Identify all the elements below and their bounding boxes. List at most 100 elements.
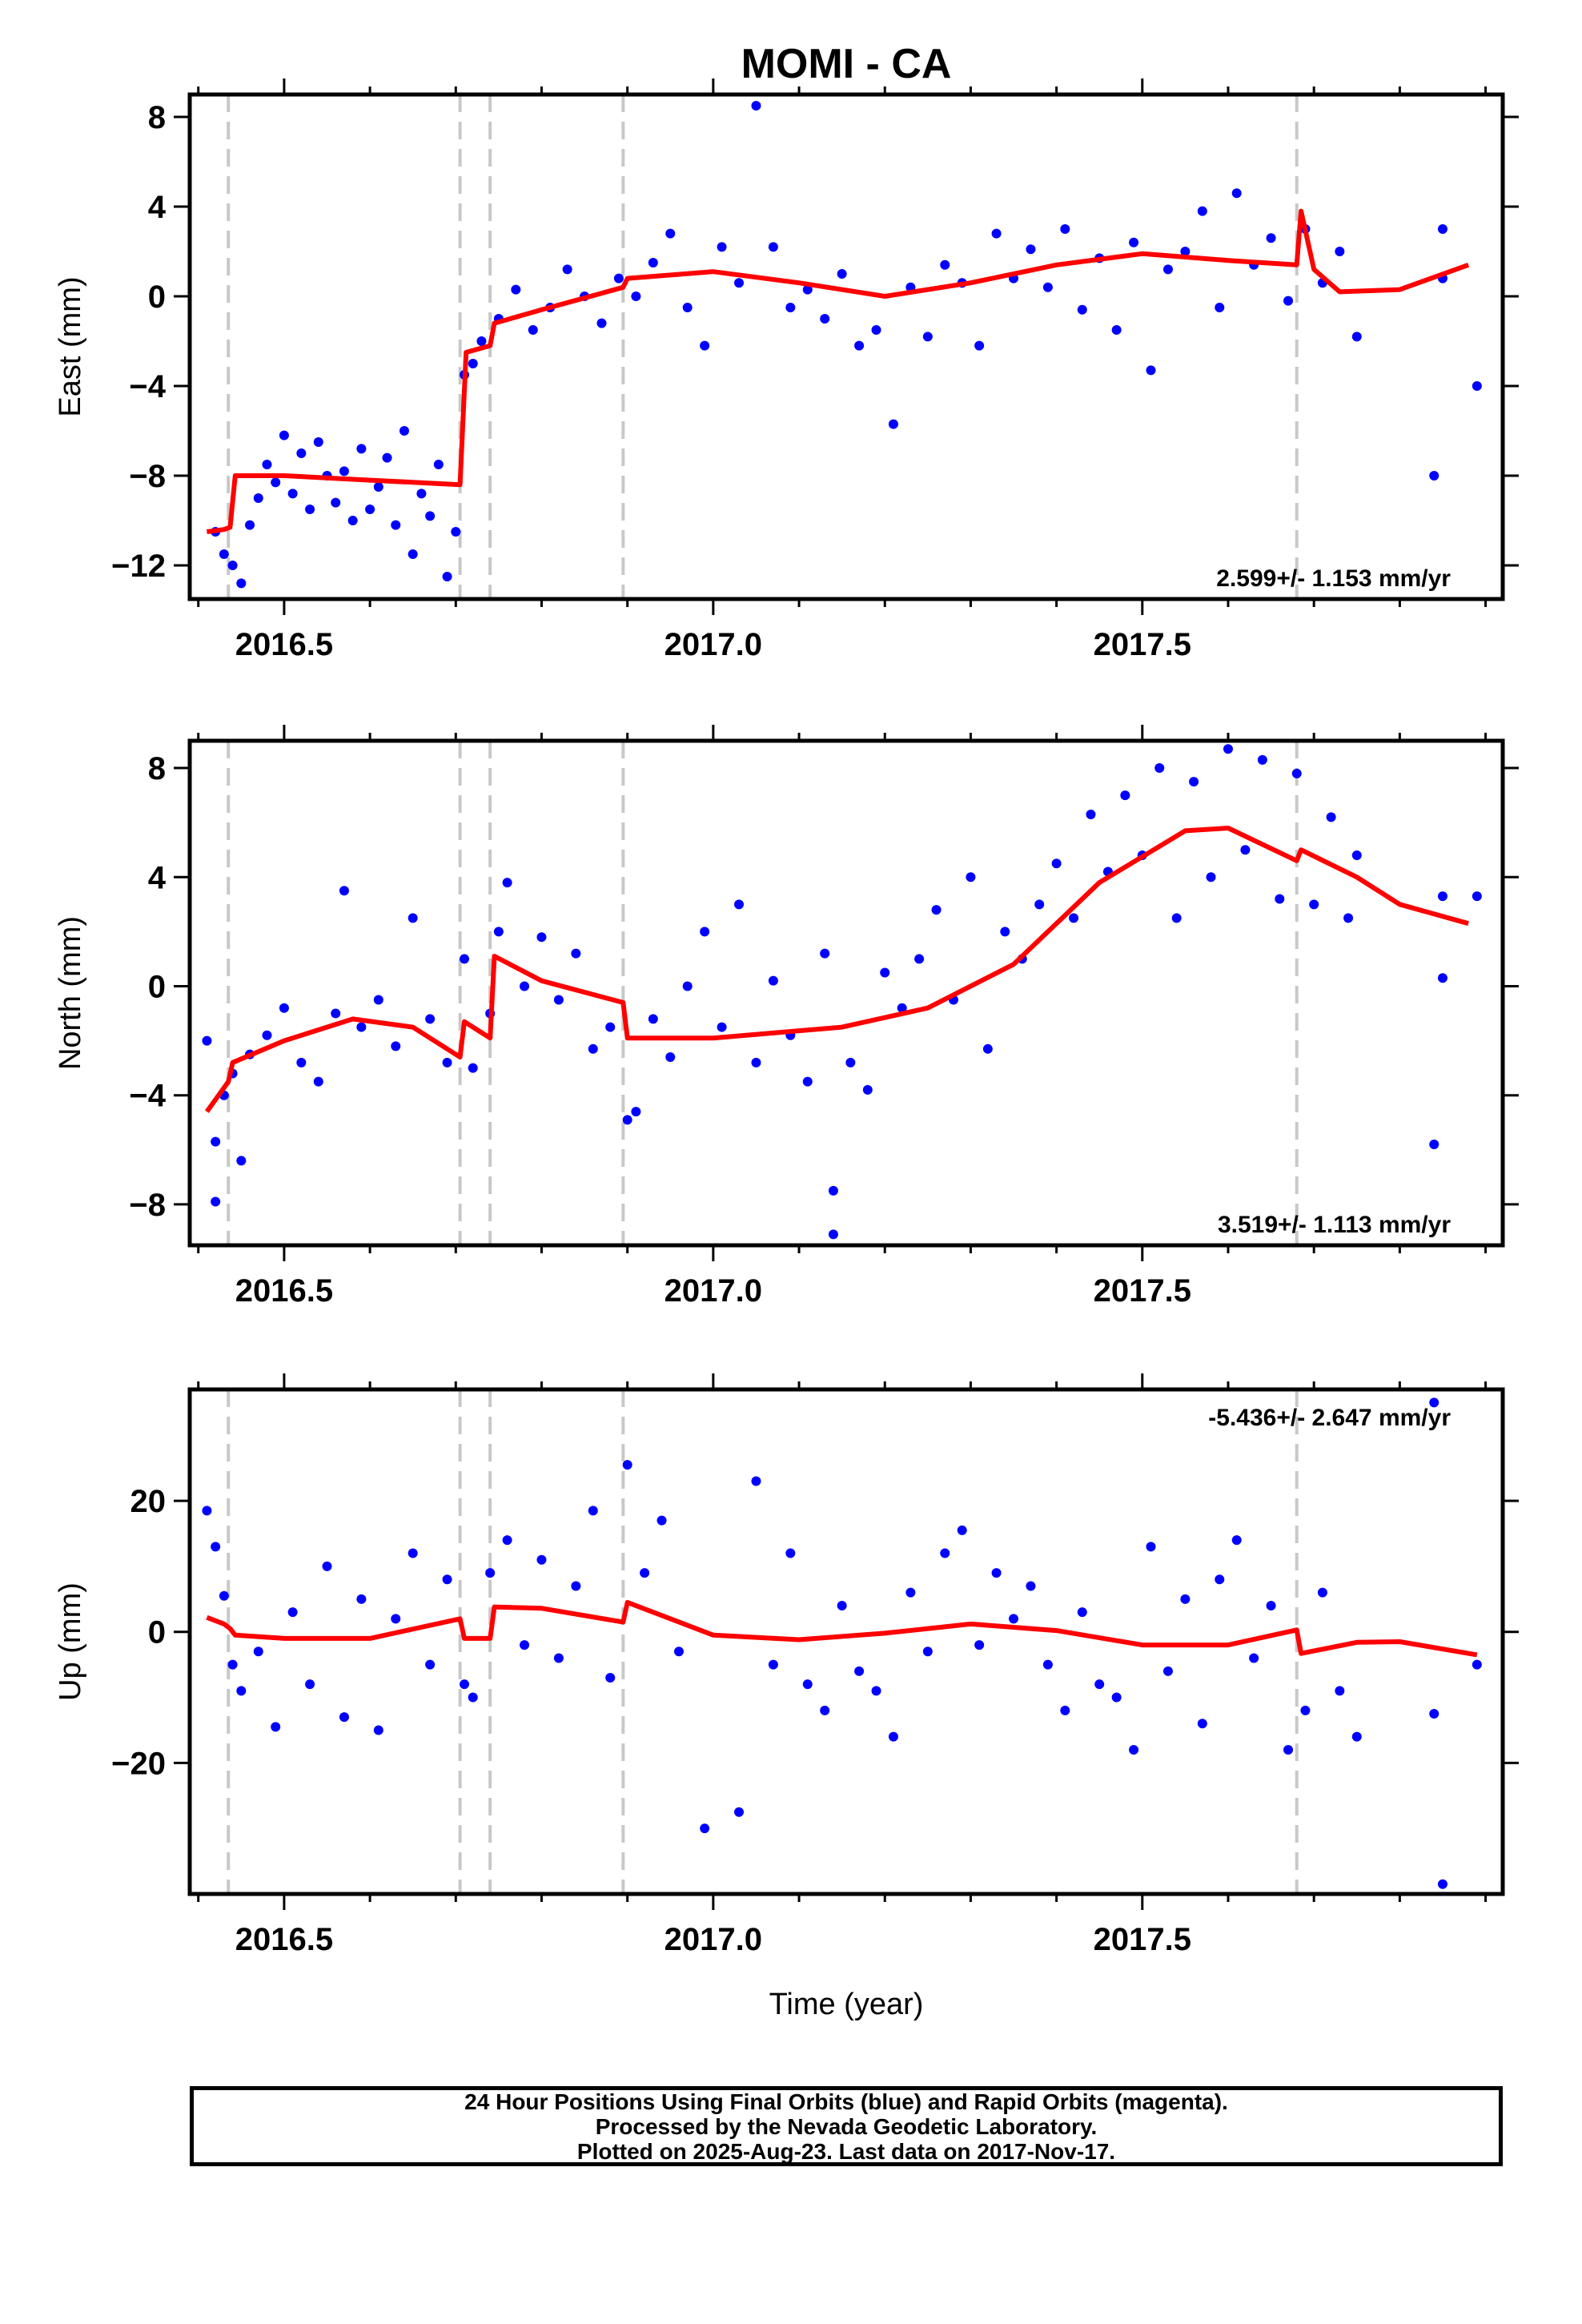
data-point bbox=[279, 1003, 289, 1013]
data-point bbox=[1309, 899, 1319, 910]
data-point bbox=[1094, 1679, 1105, 1690]
y-tick-label: −8 bbox=[129, 1188, 166, 1223]
data-point bbox=[1437, 224, 1447, 234]
data-point bbox=[931, 905, 942, 915]
data-point bbox=[399, 426, 409, 436]
data-point bbox=[682, 303, 693, 312]
data-point bbox=[271, 477, 281, 488]
data-point bbox=[1069, 913, 1079, 923]
footer-line-1: 24 Hour Positions Using Final Orbits (bl… bbox=[464, 2089, 1228, 2114]
data-point bbox=[1189, 777, 1199, 787]
data-point bbox=[940, 1548, 950, 1558]
y-tick-label: 8 bbox=[148, 751, 166, 786]
data-point bbox=[451, 527, 461, 537]
data-point bbox=[339, 886, 349, 896]
data-point bbox=[1283, 1745, 1294, 1755]
data-point bbox=[339, 466, 349, 476]
data-point bbox=[734, 278, 745, 288]
x-tick-label: 2016.5 bbox=[235, 627, 333, 662]
data-point bbox=[1215, 1574, 1225, 1585]
data-point bbox=[588, 1506, 598, 1516]
data-point bbox=[262, 1030, 272, 1040]
data-point bbox=[339, 1712, 349, 1723]
data-point bbox=[287, 489, 298, 499]
data-point bbox=[1180, 1594, 1191, 1604]
data-point bbox=[605, 1673, 616, 1683]
data-point bbox=[1223, 744, 1233, 754]
data-point bbox=[520, 981, 530, 991]
data-point bbox=[1257, 754, 1267, 765]
data-point bbox=[785, 303, 796, 312]
data-point bbox=[605, 1022, 616, 1032]
data-point bbox=[665, 228, 676, 239]
y-tick-label: 20 bbox=[130, 1484, 167, 1519]
data-point bbox=[1060, 1705, 1070, 1715]
data-point bbox=[1171, 913, 1182, 923]
data-point bbox=[331, 497, 341, 508]
data-point bbox=[1215, 303, 1225, 312]
data-point bbox=[416, 489, 427, 499]
data-point bbox=[1120, 790, 1130, 801]
plot-frame bbox=[187, 92, 1505, 601]
data-point bbox=[1429, 471, 1439, 480]
data-point bbox=[700, 927, 710, 937]
data-point bbox=[476, 336, 487, 346]
data-point bbox=[1326, 812, 1336, 822]
data-point bbox=[1060, 224, 1070, 234]
data-point bbox=[631, 1107, 641, 1117]
data-point bbox=[957, 1525, 967, 1535]
data-point bbox=[391, 1041, 401, 1051]
data-point bbox=[356, 1594, 367, 1604]
data-point bbox=[425, 1014, 436, 1024]
data-point bbox=[1343, 913, 1354, 923]
data-point bbox=[1197, 1719, 1207, 1729]
data-point bbox=[1111, 325, 1122, 335]
data-point bbox=[391, 520, 401, 530]
y-tick-label: −8 bbox=[129, 459, 166, 494]
data-point bbox=[862, 1084, 873, 1095]
plot-frame bbox=[187, 738, 1505, 1248]
data-point bbox=[553, 1653, 564, 1663]
data-point bbox=[331, 1008, 341, 1019]
data-point bbox=[768, 1659, 778, 1670]
data-point bbox=[1437, 973, 1447, 983]
data-point bbox=[888, 1731, 898, 1742]
y-tick-label: 8 bbox=[148, 100, 166, 135]
data-point bbox=[665, 1052, 676, 1063]
data-point bbox=[1162, 264, 1173, 275]
data-point bbox=[305, 505, 315, 514]
data-point bbox=[1266, 233, 1276, 243]
data-point bbox=[493, 927, 504, 937]
data-point bbox=[365, 505, 375, 514]
data-point bbox=[536, 932, 547, 943]
data-point bbox=[468, 1063, 478, 1073]
data-point bbox=[1472, 891, 1482, 902]
data-point bbox=[828, 1229, 838, 1240]
data-point bbox=[502, 878, 512, 888]
data-point bbox=[700, 340, 710, 351]
y-tick-label: 4 bbox=[148, 190, 167, 225]
data-point bbox=[296, 448, 307, 458]
y-tick-label: −20 bbox=[111, 1746, 166, 1781]
data-point bbox=[914, 954, 925, 964]
data-point bbox=[700, 1823, 710, 1834]
y-tick-label: 0 bbox=[148, 969, 166, 1004]
data-point bbox=[717, 1022, 727, 1032]
y-tick-label: −4 bbox=[129, 369, 166, 404]
data-point bbox=[460, 954, 470, 964]
data-point bbox=[1042, 282, 1053, 292]
data-point bbox=[211, 1542, 221, 1552]
data-point bbox=[854, 340, 865, 351]
data-point bbox=[1275, 894, 1285, 904]
data-point bbox=[468, 1692, 478, 1703]
y-tick-label: −4 bbox=[129, 1079, 166, 1114]
north-panel: 2016.5 2017.0 2017.5 8 4 0 −4 −8 North (mm) 3.519… bbox=[54, 725, 1519, 1309]
footer-line-2: Processed by the Nevada Geodetic Laborat… bbox=[595, 2113, 1098, 2139]
data-point bbox=[656, 1515, 667, 1526]
model-line bbox=[204, 826, 1469, 1113]
data-point bbox=[682, 981, 693, 991]
x-tick-label: 2016.5 bbox=[235, 1922, 333, 1957]
data-point bbox=[974, 340, 985, 351]
data-point bbox=[1086, 809, 1096, 819]
data-point bbox=[571, 948, 581, 959]
